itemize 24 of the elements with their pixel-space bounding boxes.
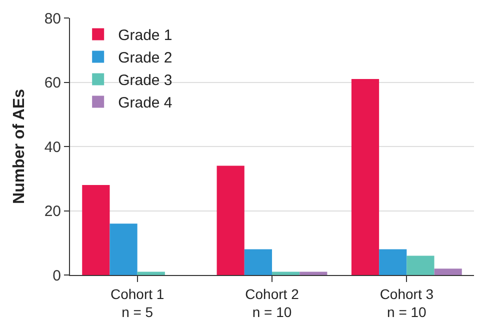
y-tick-label: 80: [44, 10, 61, 28]
bar: [110, 224, 138, 275]
bar: [244, 249, 272, 275]
x-tick-label: Cohort 1 n = 5: [110, 286, 164, 320]
bar: [82, 185, 110, 275]
x-tick-label: Cohort 2 n = 10: [245, 286, 300, 320]
bar: [272, 272, 300, 275]
x-tick-label: Cohort 3 n = 10: [380, 286, 434, 320]
bar: [351, 79, 380, 275]
bar: [379, 249, 407, 275]
y-axis-title: Number of AEs: [11, 88, 28, 204]
y-tick-label: 0: [52, 267, 61, 284]
bar: [137, 272, 165, 275]
legend-label: Grade 4: [118, 94, 172, 112]
y-tick-label: 40: [44, 138, 61, 156]
y-tick-label: 60: [44, 74, 61, 92]
bar: [434, 268, 462, 275]
bar: [300, 272, 328, 275]
bar: [406, 256, 434, 275]
y-tick-label: 20: [44, 203, 61, 220]
legend-label: Grade 2: [118, 50, 172, 67]
bar: [216, 166, 244, 275]
legend-label: Grade 1: [118, 27, 172, 44]
legend-label: Grade 3: [118, 72, 172, 90]
